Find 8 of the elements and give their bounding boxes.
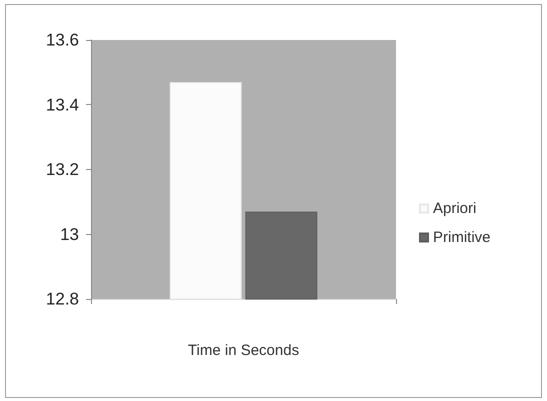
y-tick-label: 13.4	[46, 95, 79, 114]
y-tick-label: 13	[60, 224, 79, 244]
x-tick-label: Time in Seconds	[188, 342, 300, 359]
y-tick-label: 13.2	[46, 160, 79, 179]
y-tick-label: 12.8	[46, 290, 79, 308]
legend-label: Apriori	[433, 200, 476, 217]
y-tick-label: 13.6	[46, 30, 79, 50]
legend-label: Primitive	[433, 229, 491, 246]
